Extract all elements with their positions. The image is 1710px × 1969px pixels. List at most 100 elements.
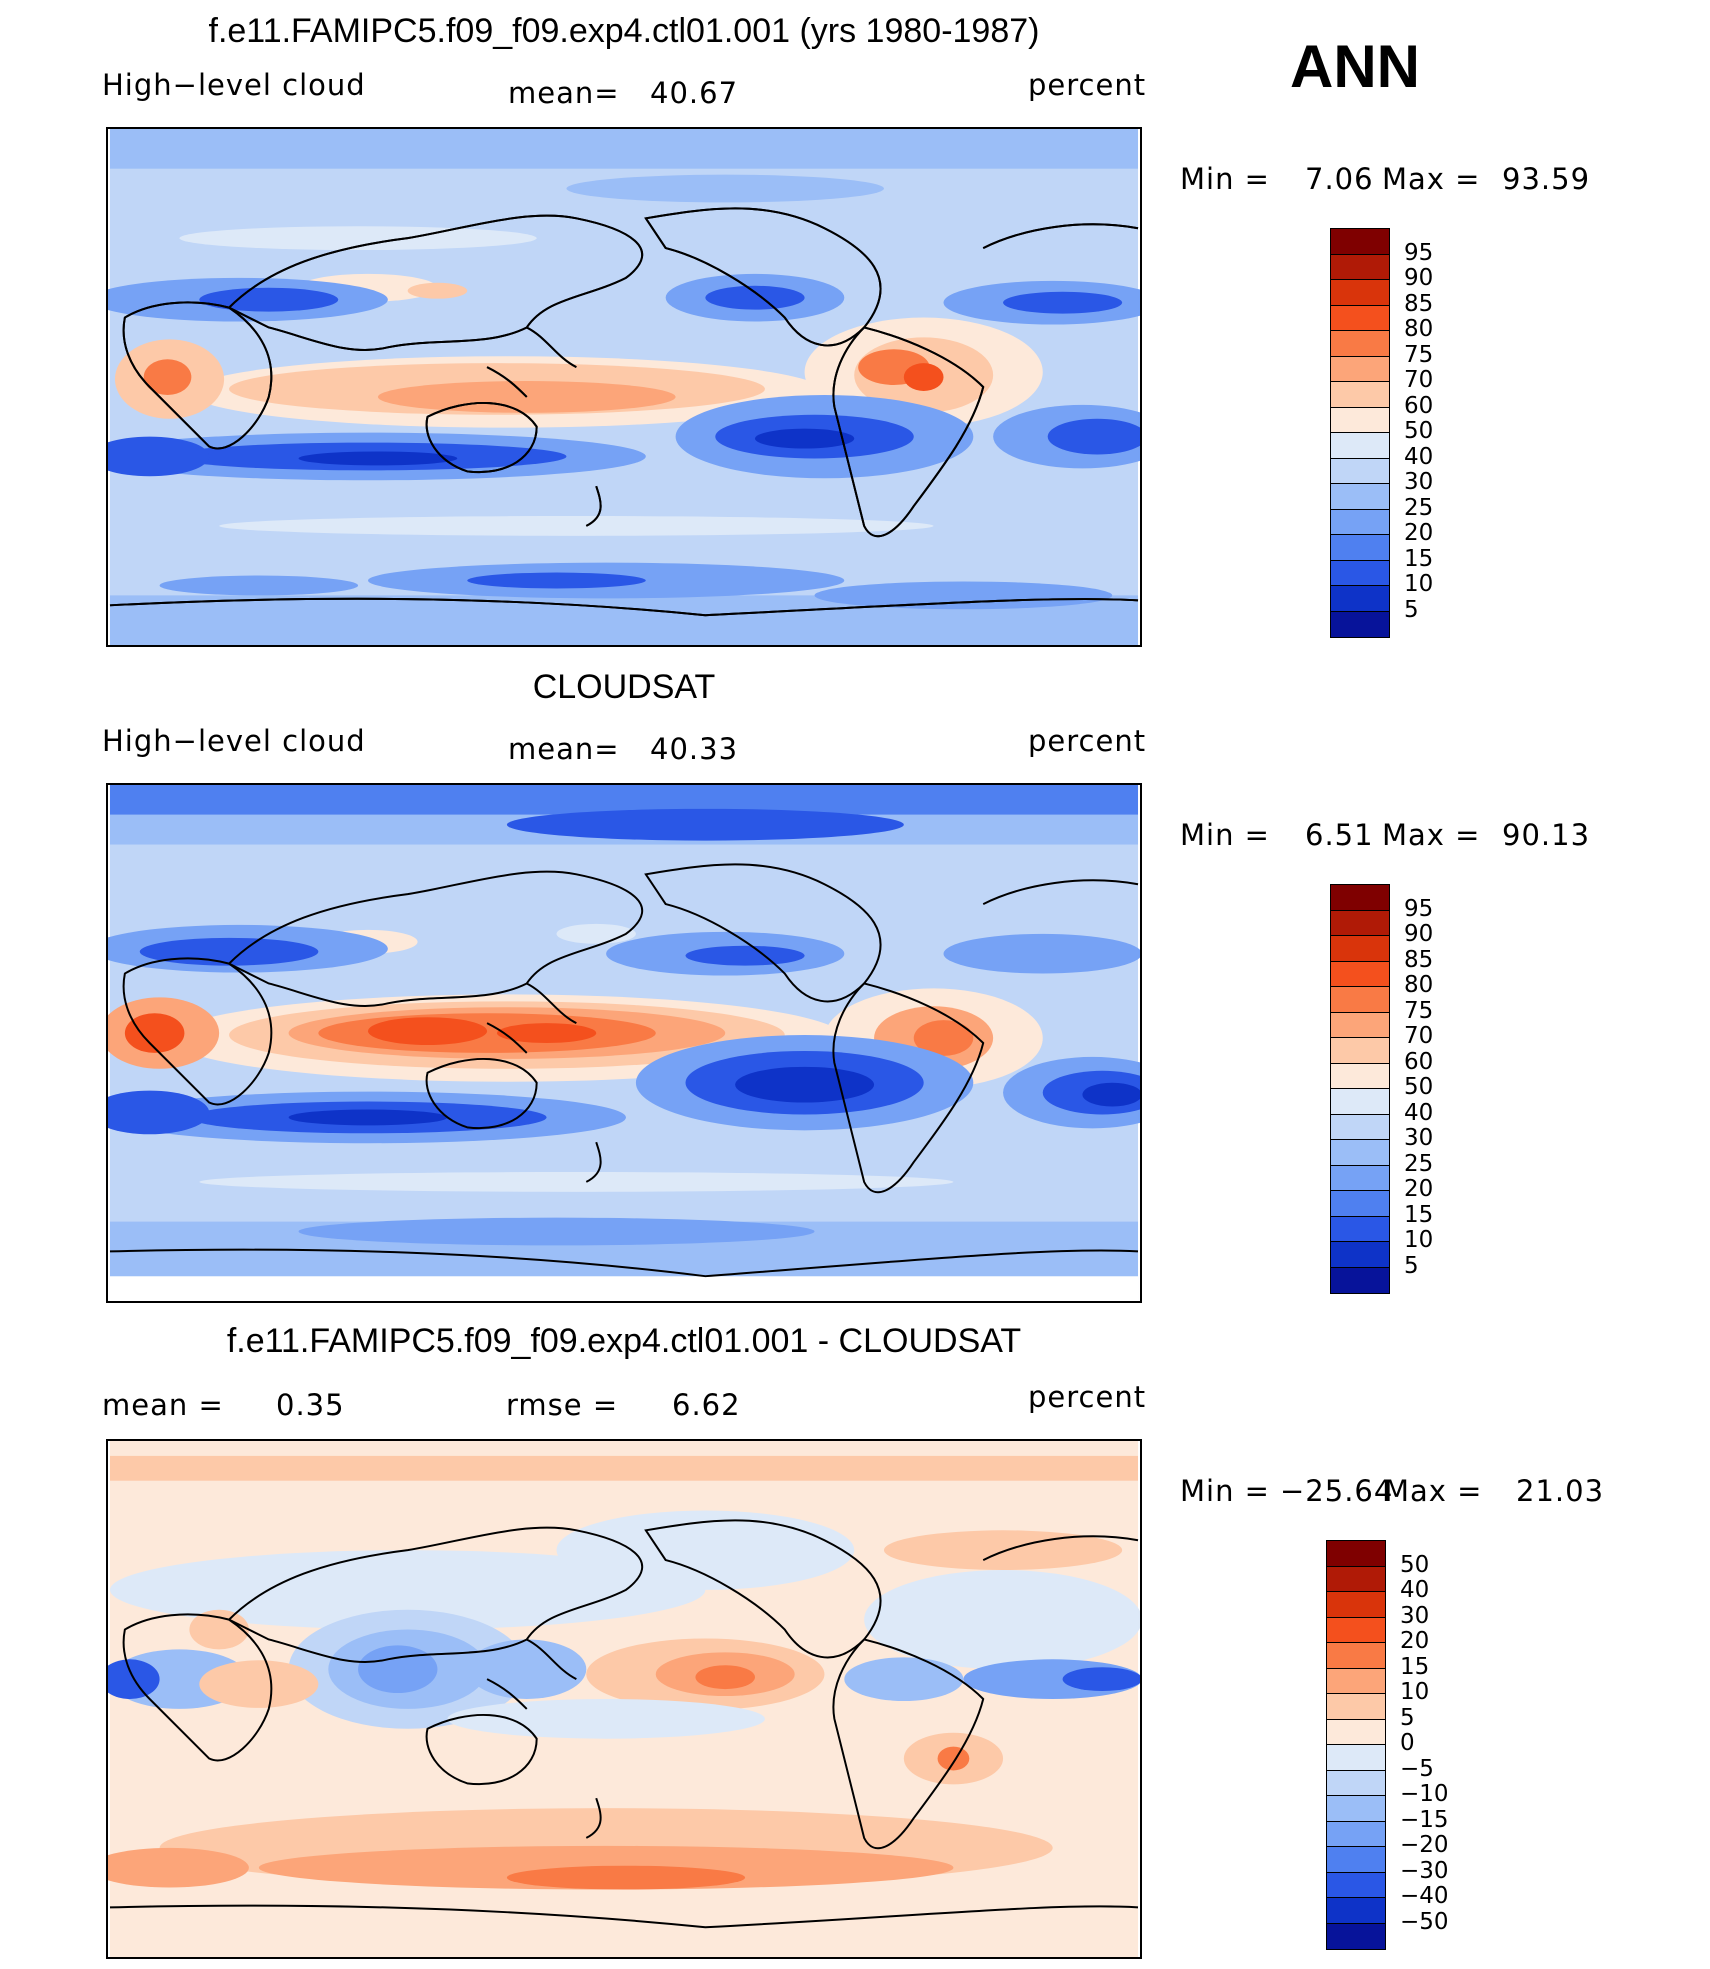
colorbar-tick-label: 90 — [1404, 921, 1434, 947]
panel-1-map — [106, 127, 1142, 647]
colorbar-tick-label: 60 — [1404, 1048, 1434, 1075]
colorbar-tick-label: 15 — [1400, 1653, 1430, 1680]
colorbar-swatch — [1331, 1165, 1389, 1191]
panel-1-max-value: 93.59 — [1502, 162, 1591, 196]
colorbar-swatch — [1331, 382, 1389, 408]
colorbar-swatch — [1331, 1114, 1389, 1140]
colorbar-swatch — [1327, 1592, 1385, 1618]
colorbar-swatch — [1331, 885, 1389, 911]
colorbar-tick-label: 50 — [1400, 1551, 1430, 1578]
colorbar-tick-label: 20 — [1404, 520, 1434, 546]
panel-3-colorbar — [1326, 1540, 1386, 1950]
colorbar-tick-label: 40 — [1404, 443, 1434, 470]
season-label: ANN — [1290, 33, 1420, 100]
colorbar-swatch — [1327, 1821, 1385, 1847]
panel-3-max-value: 21.03 — [1516, 1474, 1605, 1508]
panel-2-colorbar — [1330, 884, 1390, 1294]
colorbar-tick-label: −20 — [1400, 1832, 1449, 1858]
colorbar-tick-label: −10 — [1400, 1781, 1449, 1807]
panel-3-mean-label: mean = — [102, 1388, 224, 1422]
colorbar-tick-label: 80 — [1404, 316, 1434, 342]
panel-2-max-value: 90.13 — [1502, 818, 1591, 852]
colorbar-tick-label: 50 — [1404, 1074, 1434, 1100]
colorbar-tick-label: 10 — [1400, 1679, 1430, 1705]
colorbar-swatch — [1327, 1770, 1385, 1796]
colorbar-swatch — [1327, 1719, 1385, 1745]
colorbar-tick-label: 5 — [1400, 1704, 1415, 1731]
colorbar-swatch — [1327, 1541, 1385, 1567]
panel-3-units: percent — [1028, 1380, 1147, 1414]
colorbar-swatch — [1331, 331, 1389, 357]
colorbar-tick-label: 85 — [1404, 946, 1434, 973]
colorbar-swatch — [1327, 1898, 1385, 1924]
colorbar-tick-label: 30 — [1404, 469, 1434, 495]
colorbar-tick-label: 50 — [1404, 418, 1434, 444]
panel-2-min-label: Min = — [1180, 818, 1270, 852]
panel-2-title: CLOUDSAT — [532, 668, 716, 706]
colorbar-tick-label: 10 — [1404, 1227, 1434, 1253]
colorbar-swatch — [1331, 458, 1389, 484]
colorbar-swatch — [1331, 987, 1389, 1013]
colorbar-tick-label: −40 — [1400, 1883, 1449, 1909]
colorbar-swatch — [1331, 305, 1389, 331]
colorbar-swatch — [1331, 586, 1389, 612]
panel-3-map — [106, 1439, 1142, 1959]
colorbar-swatch — [1331, 1089, 1389, 1115]
colorbar-tick-label: 85 — [1404, 290, 1434, 317]
colorbar-swatch — [1331, 407, 1389, 433]
colorbar-tick-label: 5 — [1404, 1252, 1419, 1279]
panel-1-mean-label: mean= — [508, 76, 620, 110]
colorbar-tick-label: 40 — [1404, 1099, 1434, 1126]
panel-3-rmse-value: 6.62 — [672, 1388, 741, 1422]
colorbar-swatch — [1327, 1745, 1385, 1771]
colorbar-swatch — [1331, 254, 1389, 280]
colorbar-swatch — [1331, 1242, 1389, 1268]
panel-2-mean-value: 40.33 — [650, 732, 739, 766]
colorbar-tick-label: −15 — [1400, 1806, 1449, 1833]
colorbar-swatch — [1327, 1643, 1385, 1669]
colorbar-swatch — [1331, 936, 1389, 962]
colorbar-swatch — [1327, 1796, 1385, 1822]
colorbar-swatch — [1327, 1872, 1385, 1898]
colorbar-swatch — [1331, 1267, 1389, 1293]
panel-3-min-value: −25.64 — [1280, 1474, 1394, 1508]
colorbar-swatch — [1327, 1923, 1385, 1949]
colorbar-swatch — [1331, 484, 1389, 510]
colorbar-swatch — [1327, 1847, 1385, 1873]
panel-1-min-label: Min = — [1180, 162, 1270, 196]
colorbar-tick-label: 15 — [1404, 1201, 1434, 1228]
colorbar-swatch — [1331, 433, 1389, 459]
panel-2-mean-label: mean= — [508, 732, 620, 766]
colorbar-swatch — [1331, 560, 1389, 586]
colorbar-swatch — [1331, 1038, 1389, 1064]
panel-3-title: f.e11.FAMIPC5.f09_f09.exp4.ctl01.001 - C… — [226, 1322, 1022, 1360]
colorbar-tick-label: 75 — [1404, 997, 1434, 1024]
colorbar-swatch — [1327, 1566, 1385, 1592]
colorbar-tick-label: −30 — [1400, 1857, 1449, 1884]
colorbar-tick-label: 25 — [1404, 1150, 1434, 1177]
colorbar-swatch — [1331, 1063, 1389, 1089]
colorbar-tick-label: 40 — [1400, 1577, 1430, 1603]
colorbar-swatch — [1327, 1694, 1385, 1720]
panel-3-rmse-label: rmse = — [506, 1388, 619, 1422]
colorbar-swatch — [1327, 1617, 1385, 1643]
colorbar-tick-label: 20 — [1404, 1176, 1434, 1202]
colorbar-swatch — [1331, 356, 1389, 382]
colorbar-swatch — [1331, 1012, 1389, 1038]
panel-3-mean-value: 0.35 — [276, 1388, 345, 1422]
panel-1-title: f.e11.FAMIPC5.f09_f09.exp4.ctl01.001 (yr… — [208, 12, 1040, 50]
colorbar-tick-label: 95 — [1404, 895, 1434, 922]
panel-2-units: percent — [1028, 724, 1147, 758]
panel-2-min-value: 6.51 — [1305, 818, 1374, 852]
panel-1-variable-label: High−level cloud — [102, 68, 366, 102]
colorbar-tick-label: 75 — [1404, 341, 1434, 368]
panel-3-max-label: Max = — [1384, 1474, 1483, 1508]
colorbar-tick-label: 30 — [1400, 1602, 1430, 1629]
colorbar-swatch — [1331, 509, 1389, 535]
panel-1-colorbar — [1330, 228, 1390, 638]
colorbar-swatch — [1331, 1216, 1389, 1242]
panel-1-max-label: Max = — [1382, 162, 1481, 196]
colorbar-tick-label: 80 — [1404, 972, 1434, 998]
panel-1-min-value: 7.06 — [1305, 162, 1374, 196]
colorbar-swatch — [1331, 611, 1389, 637]
